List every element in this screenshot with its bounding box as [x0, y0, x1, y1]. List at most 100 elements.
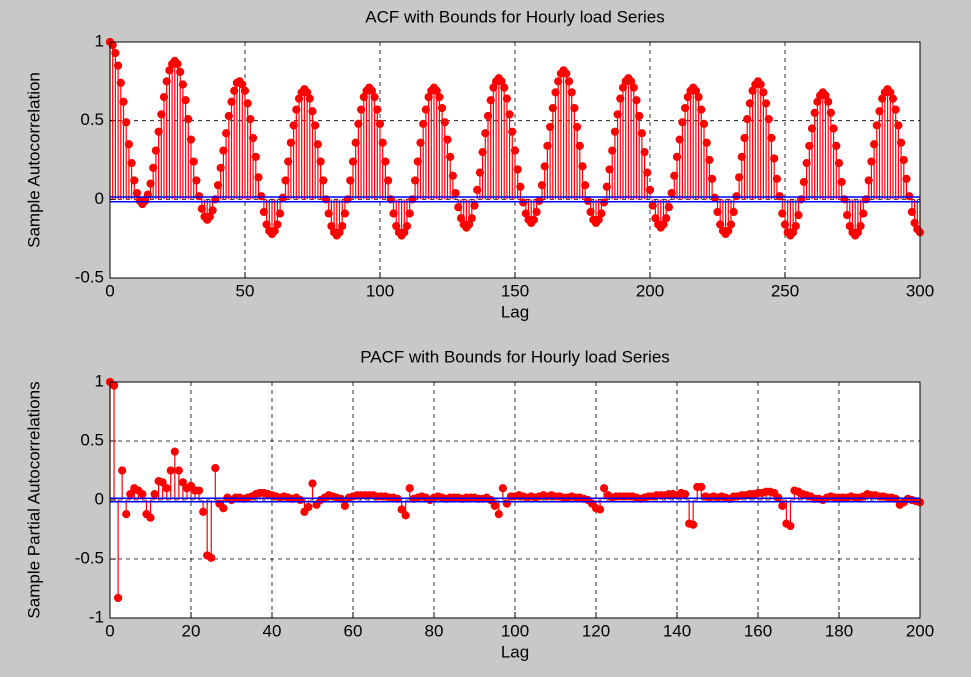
stem-marker — [340, 501, 349, 510]
stem-marker — [490, 501, 499, 510]
stem-marker — [780, 220, 790, 229]
stem-marker — [608, 146, 617, 155]
stem-marker — [767, 133, 776, 143]
stem-marker — [467, 214, 476, 223]
stem-marker — [562, 69, 571, 78]
stem-marker — [864, 176, 873, 185]
stem-marker — [122, 510, 131, 519]
stem-marker — [114, 593, 123, 603]
stem-marker — [775, 192, 784, 201]
stem-marker — [296, 495, 305, 505]
stem-marker — [470, 201, 479, 210]
stem-marker — [894, 121, 903, 130]
stem-marker — [689, 520, 698, 529]
stem-marker — [348, 157, 358, 166]
stem-marker — [824, 97, 833, 106]
stem-marker — [564, 77, 574, 86]
stem-marker — [610, 127, 620, 136]
stem-marker — [805, 141, 814, 150]
stem-marker — [254, 173, 263, 182]
stem-marker — [138, 490, 147, 499]
stem-marker — [405, 209, 414, 218]
x-tick-label: 0 — [105, 281, 114, 300]
stem-marker — [443, 135, 452, 144]
y-axis-label: Sample Partial Autocorrelations — [24, 381, 43, 618]
stem-marker — [867, 157, 876, 166]
stem-marker — [475, 168, 484, 177]
stem-marker — [435, 92, 444, 102]
stem-marker — [354, 119, 363, 128]
stem-marker — [502, 94, 511, 103]
stem-marker — [222, 129, 231, 138]
stem-marker — [448, 171, 457, 180]
stem-marker — [743, 114, 752, 124]
stem-marker — [146, 513, 155, 522]
stem-marker — [151, 146, 160, 155]
stem-marker — [697, 482, 706, 492]
stem-marker — [219, 504, 228, 513]
stem-marker — [316, 157, 325, 166]
stem-marker — [292, 105, 301, 114]
stem-marker — [162, 484, 171, 493]
stem-marker — [807, 124, 817, 133]
stem-marker — [699, 119, 709, 128]
stem-marker — [127, 159, 136, 168]
stem-marker — [791, 221, 800, 231]
stem-marker — [764, 114, 773, 124]
stem-marker — [595, 505, 605, 514]
stem-marker — [586, 207, 595, 217]
stem-marker — [778, 501, 787, 510]
stem-marker — [109, 381, 119, 390]
stem-marker — [413, 157, 422, 166]
stem-marker — [702, 138, 711, 147]
stem-marker — [246, 114, 255, 124]
stem-marker — [675, 135, 684, 144]
stem-marker — [313, 140, 322, 149]
stem-marker — [772, 174, 782, 183]
stem-marker — [181, 96, 190, 105]
stem-marker — [259, 207, 268, 217]
stem-marker — [150, 490, 159, 499]
stem-marker — [759, 88, 768, 97]
stem-marker — [891, 105, 900, 114]
stem-marker — [713, 207, 722, 217]
stem-marker — [478, 148, 487, 157]
stem-marker — [149, 163, 158, 172]
stem-marker — [401, 511, 410, 520]
y-tick-label: -1 — [89, 607, 104, 626]
stem-marker — [829, 124, 838, 133]
stem-marker — [902, 174, 911, 183]
x-tick-label: 0 — [105, 621, 114, 640]
stem-marker — [897, 138, 906, 147]
stem-marker — [416, 138, 425, 147]
stem-marker — [173, 59, 182, 69]
stem-marker — [257, 192, 266, 201]
x-tick-label: 150 — [501, 281, 529, 300]
stem-marker — [635, 111, 644, 121]
stem-marker — [870, 140, 879, 149]
stem-marker — [111, 48, 120, 58]
stem-marker — [419, 119, 428, 128]
stem-marker — [122, 118, 131, 127]
stem-marker — [681, 490, 690, 499]
stem-marker — [500, 83, 509, 92]
y-tick-label: 0 — [95, 489, 104, 508]
stem-marker — [778, 209, 787, 218]
stem-marker — [230, 86, 239, 95]
stem-marker — [375, 119, 385, 128]
stem-marker — [276, 209, 285, 218]
stem-marker — [802, 159, 811, 168]
stem-marker — [184, 114, 193, 124]
stem-marker — [483, 111, 493, 121]
stem-marker — [519, 198, 528, 207]
stem-marker — [737, 152, 746, 161]
stem-marker — [381, 157, 390, 166]
stem-marker — [573, 122, 582, 132]
stem-marker — [351, 138, 360, 147]
stem-marker — [340, 209, 349, 218]
x-tick-label: 100 — [366, 281, 394, 300]
stem-marker — [178, 478, 187, 487]
y-axis-label: Sample Autocorrelation — [24, 72, 43, 248]
x-tick-label: 120 — [582, 621, 610, 640]
